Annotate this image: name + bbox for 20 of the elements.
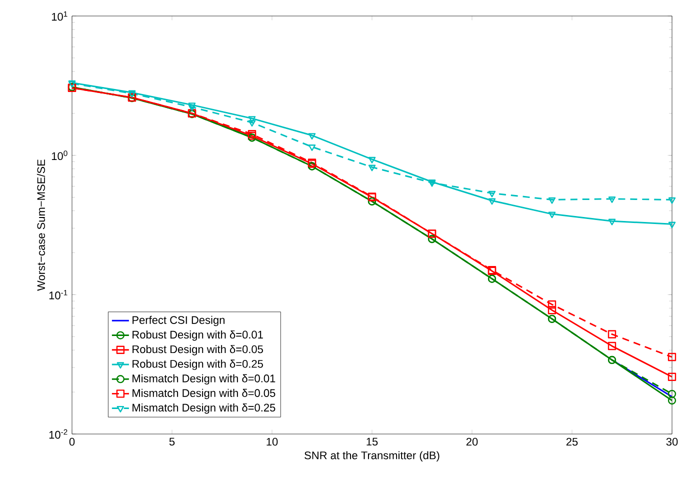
y-axis-title: Worst−case Sum−MSE/SE — [36, 160, 46, 291]
x-tick-label: 5 — [169, 438, 175, 446]
y-tick-label: 10$^{-2}$ — [49, 429, 68, 439]
legend-label: Perfect CSI Design — [132, 316, 224, 326]
x-tick-label: 15 — [366, 438, 378, 446]
legend-label: Mismatch Design with δ=0.25 — [132, 403, 276, 414]
y-tick-label: 10$^{0}$ — [52, 150, 68, 160]
x-tick-label: 25 — [566, 438, 578, 446]
x-tick-label: 0 — [69, 438, 75, 446]
legend-label: Robust Design with δ=0.25 — [132, 360, 263, 370]
y-tick-label: 10$^{-1}$ — [49, 290, 68, 300]
x-tick-label: 30 — [666, 438, 678, 446]
x-tick-label: 10 — [266, 438, 278, 446]
legend-label: Robust Design with δ=0.05 — [132, 345, 263, 356]
legend-label: Mismatch Design with δ=0.05 — [132, 388, 276, 400]
x-tick-label: 20 — [466, 438, 478, 446]
y-tick-label: 10$^{1}$ — [52, 11, 68, 21]
legend-label: Mismatch Design with δ=0.01 — [132, 374, 276, 385]
x-axis-title: SNR at the Transmitter (dB) — [304, 451, 440, 462]
legend-label: Robust Design with δ=0.01 — [132, 330, 263, 341]
